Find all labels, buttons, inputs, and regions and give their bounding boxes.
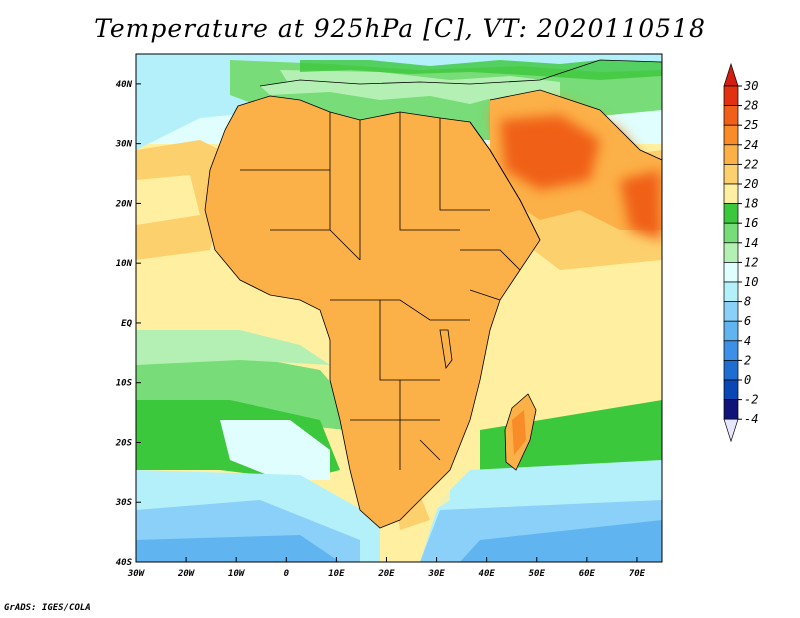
lat-tick-label: EQ [121,319,132,329]
colorbar-level-label: -2 [744,393,758,407]
colorbar-swatch [723,183,739,204]
colorbar-top-arrow [723,62,739,87]
lat-tick-label: 10S [116,379,133,389]
colorbar-swatch [723,222,739,244]
colorbar-swatch [723,379,739,400]
coastlines [204,59,662,529]
colorbar-bottom-arrow [723,418,739,443]
lon-tick-label: 20W [177,569,196,579]
lon-tick-label: 60E [579,569,596,579]
colorbar-level-label: 28 [744,99,758,113]
lon-tick-label: 30E [427,569,445,579]
lon-tick-label: 30W [127,569,146,579]
colorbar-level-label: 0 [744,373,751,387]
colorbar-swatch [723,360,739,381]
colorbar-swatch [723,399,739,420]
colorbar-swatch [723,340,739,361]
lon-tick-label: 70E [629,569,646,579]
colorbar-swatch [723,105,739,126]
latitude-axis: 40N 30N 20N 10N EQ 10S 20S 30S 40S [115,80,141,568]
colorbar-swatch [723,124,739,146]
lat-tick-label: 20N [115,199,133,209]
grads-credit: GrADS: IGES/COLA [4,603,91,613]
colorbar-level-label: 25 [744,118,758,132]
lat-tick-label: 20S [115,438,133,448]
colorbar-swatch [723,320,739,342]
colorbar-swatch [723,281,739,302]
colorbar-level-label: 12 [744,255,758,269]
lon-tick-label: 0 [284,569,290,579]
colorbar-swatch [723,203,739,224]
colorbar-swatch [723,242,739,263]
lon-tick-label: 50E [529,569,546,579]
longitude-axis: 30W 20W 10W 0 10E 20E 30E 40E 50E 60E 70E [127,557,646,579]
lat-tick-label: 30N [115,140,133,150]
lat-tick-label: 40N [116,80,133,90]
colorbar-level-label: 20 [744,177,758,191]
colorbar-level-label: 22 [744,157,758,171]
colorbar-swatch [723,301,739,322]
colorbar-level-label: 14 [744,236,758,250]
colorbar-level-label: 18 [744,197,758,211]
colorbar-level-label: 8 [744,295,751,309]
colorbar-swatch [723,262,739,283]
colorbar-swatch [723,164,739,185]
lat-tick-label: 30S [115,498,133,508]
lon-tick-label: 10W [228,569,246,579]
lon-tick-label: 10E [328,569,345,579]
lat-tick-label: 40S [116,558,133,568]
lon-tick-label: 40E [479,569,496,579]
map-title: Temperature at 925hPa [C], VT: 202011051… [94,14,706,43]
colorbar-level-label: 30 [743,79,758,93]
colorbar-level-label: 4 [744,334,751,348]
lat-tick-label: 10N [116,259,133,269]
colorbar-level-label: -4 [744,412,758,426]
colorbar-level-label: 24 [744,138,758,152]
colorbar-level-label: 2 [744,353,751,367]
colorbar-level-label: 16 [744,216,758,230]
colorbar-level-label: 10 [744,275,758,289]
colorbar-swatch [723,144,739,165]
colorbar-level-label: 6 [744,314,751,328]
colorbar-swatch [723,85,739,106]
lon-tick-label: 20E [377,569,395,579]
map-frame [135,53,663,563]
